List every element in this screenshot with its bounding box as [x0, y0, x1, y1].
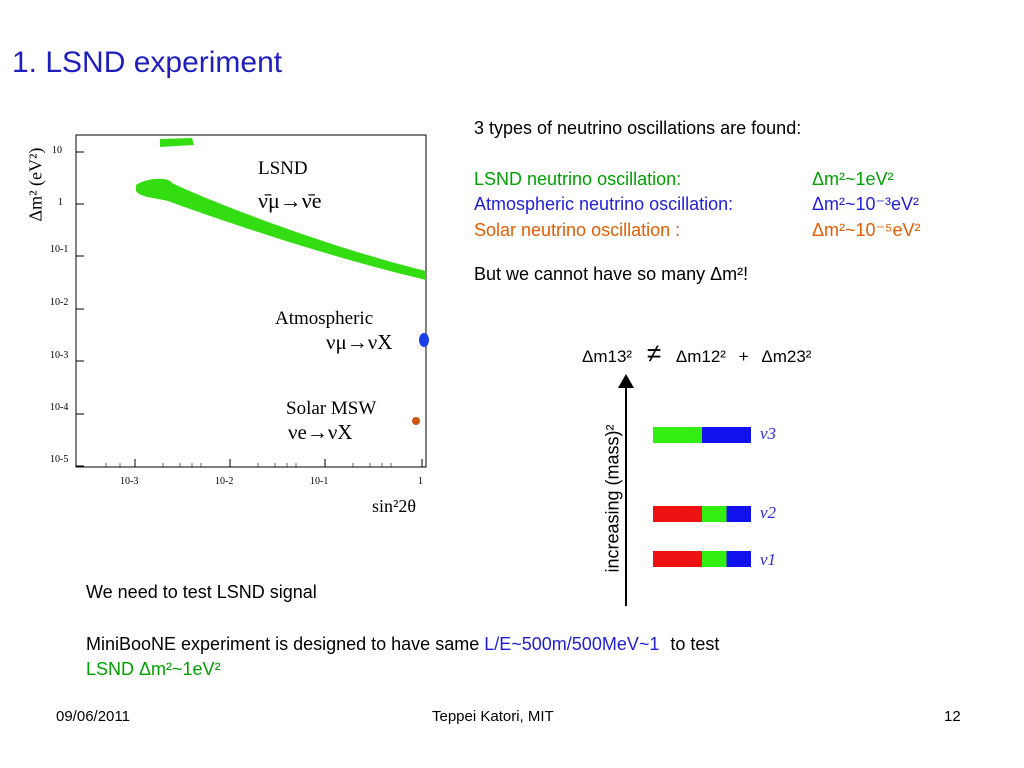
x-tick-label: 10-1 — [310, 476, 329, 487]
level-label-nu2: ν2 — [760, 503, 777, 522]
level-2-red-segment — [653, 506, 702, 522]
eq-lhs: Δm13² — [582, 347, 633, 366]
level-2-green-segment — [702, 506, 727, 522]
level-1-blue-segment — [702, 427, 751, 443]
lsnd-channel: ν̄μ→ν̄e — [258, 188, 322, 213]
level-3-blue-segment — [726, 551, 751, 567]
y-tick-label: 10-2 — [50, 297, 69, 308]
solar-oscillation-value: Δm²~10⁻⁵eV² — [812, 220, 921, 240]
level-2-blue-segment — [726, 506, 751, 522]
atmospheric-channel: νμ→νX — [326, 330, 393, 354]
lsnd-oscillation-value: Δm²~1eV² — [812, 169, 894, 189]
level-3-red-segment — [653, 551, 702, 567]
solar-oscillation-label: Solar neutrino oscillation : — [474, 220, 681, 240]
footer-page-number: 12 — [944, 708, 961, 725]
level-3-green-segment — [702, 551, 727, 567]
x-axis-label: sin²2θ — [372, 496, 417, 516]
footer-author: Teppei Katori, MIT — [432, 708, 554, 725]
miniboone-le: L/E~500m/500MeV~1 — [484, 634, 660, 654]
miniboone-suffix: to test — [670, 634, 720, 654]
findings-conclusion: But we cannot have so many Δm²! — [474, 264, 749, 284]
level-label-nu1: ν1 — [760, 550, 777, 569]
solar-region — [412, 417, 420, 425]
eq-plus: + — [738, 347, 749, 366]
mass-hierarchy-diagram — [618, 374, 751, 606]
atmospheric-region — [419, 333, 429, 347]
x-minor-ticks — [105, 463, 392, 467]
eq-term-a: Δm12² — [675, 347, 726, 366]
y-axis-label: Δm² (eV²) — [25, 147, 46, 222]
y-tick-label: 10-3 — [50, 350, 69, 361]
findings-intro: 3 types of neutrino oscillations are fou… — [474, 118, 802, 138]
y-tick-label: 1 — [58, 197, 63, 208]
mass-axis-label: increasing (mass)² — [602, 424, 623, 573]
need-test-text: We need to test LSND signal — [86, 582, 317, 602]
x-tick-label: 10-2 — [215, 476, 234, 487]
oscillation-plot — [75, 134, 429, 468]
miniboone-line: MiniBooNE experiment is designed to have… — [86, 634, 719, 655]
y-tick-label: 10-4 — [50, 402, 69, 413]
atm-oscillation-value: Δm²~10⁻³eV² — [812, 194, 920, 214]
eq-not-equal: ≠ — [646, 338, 662, 368]
atm-oscillation-label: Atmospheric neutrino oscillation: — [474, 194, 734, 214]
y-major-ticks — [76, 151, 84, 467]
y-tick-label: 10-1 — [50, 244, 69, 255]
atmospheric-label: Atmospheric — [275, 308, 374, 329]
level-label-nu3: ν3 — [760, 424, 777, 443]
mass-equation: Δm13² ≠ Δm12² + Δm23² — [582, 338, 811, 369]
plot-frame — [75, 134, 427, 468]
footer-date: 09/06/2011 — [56, 708, 130, 725]
solar-label: Solar MSW — [286, 398, 377, 419]
x-tick-label: 10-3 — [120, 476, 139, 487]
y-tick-label: 10 — [52, 145, 62, 156]
slide-title: 1. LSND experiment — [12, 46, 283, 79]
lsnd-region-band — [136, 178, 426, 280]
y-tick-label: 10-5 — [50, 454, 69, 465]
lsnd-region-upper — [160, 138, 194, 147]
x-major-ticks — [134, 459, 423, 467]
miniboone-lsnd-dm2: LSND Δm²~1eV² — [86, 659, 221, 679]
level-1-green-segment — [653, 427, 702, 443]
lsnd-oscillation-label: LSND neutrino oscillation: — [474, 169, 682, 189]
x-tick-label: 1 — [418, 476, 423, 487]
lsnd-label: LSND — [258, 158, 308, 179]
mass-axis-arrowhead — [618, 374, 634, 388]
eq-term-b: Δm23² — [761, 347, 812, 366]
miniboone-prefix: MiniBooNE experiment is designed to have… — [86, 634, 480, 654]
solar-channel: νe→νX — [288, 420, 353, 444]
